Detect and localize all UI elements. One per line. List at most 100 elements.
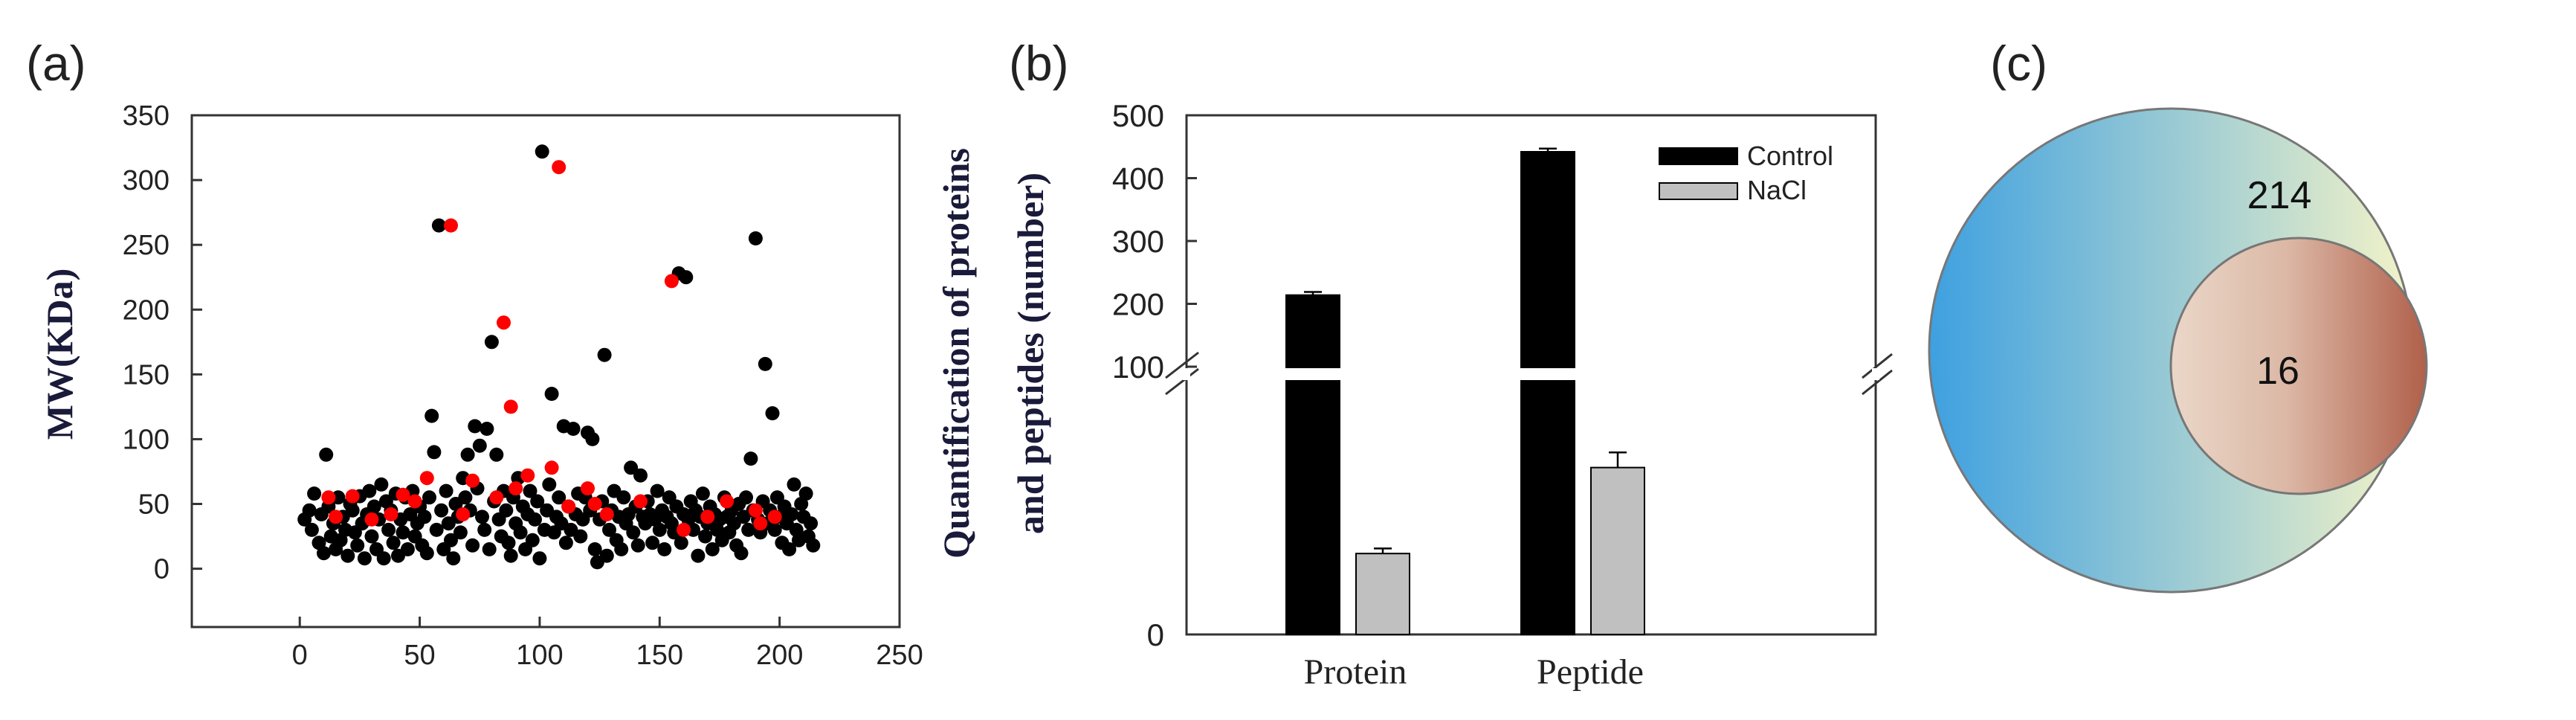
scatter-point-black xyxy=(532,551,547,566)
panel-b-bars xyxy=(1285,147,1645,636)
axis-break-mark-right-2 xyxy=(1862,369,1893,396)
panel-a-y-tick-label: 150 xyxy=(123,359,170,390)
scatter-point-black xyxy=(767,522,782,537)
scatter-point-black xyxy=(434,503,449,518)
scatter-point-black xyxy=(453,525,468,540)
scatter-point-black xyxy=(602,522,616,537)
axis-break-frame-gap-right xyxy=(1872,368,1879,380)
scatter-point-red xyxy=(561,499,576,514)
scatter-point-black xyxy=(381,522,396,537)
scatter-point-black xyxy=(739,490,753,505)
scatter-point-red xyxy=(364,512,379,527)
scatter-point-red xyxy=(748,503,763,518)
scatter-point-black xyxy=(566,422,581,436)
panel-a-y-tick-label: 200 xyxy=(123,295,170,326)
scatter-point-black xyxy=(429,522,444,537)
panel-c-label: (c) xyxy=(1990,36,2047,91)
scatter-point-black xyxy=(652,522,667,537)
scatter-point-black xyxy=(458,490,473,505)
scatter-point-black xyxy=(695,486,710,501)
category-label-protein: Protein xyxy=(1304,652,1407,692)
scatter-point-red xyxy=(520,468,535,483)
panel-b-y-tick-label: 400 xyxy=(1112,161,1164,196)
scatter-point-black xyxy=(357,551,372,566)
panel-b: (b) Quantification of proteins and pepti… xyxy=(935,36,2067,692)
scatter-point-red xyxy=(633,494,648,509)
bar-control-protein xyxy=(1285,294,1340,635)
scatter-point-black xyxy=(472,438,487,453)
panel-a-plot-frame xyxy=(190,114,901,629)
legend-label-control: Control xyxy=(1747,141,1833,171)
panel-c: (c) 214 16 xyxy=(1928,36,2428,594)
scatter-point-black xyxy=(374,477,389,492)
scatter-point-black xyxy=(679,270,694,285)
panel-a-y-tick-label: 350 xyxy=(123,100,170,132)
panel-a-black-points xyxy=(297,144,821,570)
scatter-point-red xyxy=(456,507,471,521)
scatter-point-black xyxy=(468,419,482,434)
scatter-point-black xyxy=(630,538,645,553)
scatter-point-black xyxy=(535,144,549,159)
scatter-point-black xyxy=(525,533,540,547)
panel-b-y-tick-label: 0 xyxy=(1147,617,1164,652)
scatter-point-red xyxy=(599,507,614,521)
legend-label-nacl: NaCl xyxy=(1747,175,1807,205)
scatter-point-black xyxy=(425,408,439,423)
panel-b-y-axis-label-line2: and peptides (number) xyxy=(1010,173,1051,534)
scatter-point-red xyxy=(321,490,336,505)
bar-nacl-protein xyxy=(1355,553,1410,636)
scatter-point-black xyxy=(319,447,334,462)
scatter-point-black xyxy=(475,510,489,524)
scatter-point-black xyxy=(482,542,497,556)
scatter-point-black xyxy=(804,516,819,531)
scatter-point-black xyxy=(798,486,813,501)
scatter-point-black xyxy=(650,483,665,498)
scatter-point-black xyxy=(446,551,461,566)
scatter-point-black xyxy=(528,512,542,527)
scatter-point-red xyxy=(767,510,782,524)
scatter-point-red xyxy=(753,516,768,531)
scatter-point-black xyxy=(417,510,432,524)
scatter-point-red xyxy=(720,494,735,509)
scatter-point-black xyxy=(480,422,494,436)
panel-b-legend: Control NaCl xyxy=(1659,141,1833,205)
scatter-point-black xyxy=(698,529,713,544)
scatter-point-black xyxy=(741,522,756,537)
panel-b-y-axis-label-line1: Quantification of proteins xyxy=(935,148,977,559)
scatter-point-black xyxy=(376,551,391,566)
scatter-point-black xyxy=(444,533,458,547)
scatter-point-red xyxy=(664,274,679,289)
scatter-point-black xyxy=(616,490,631,505)
panel-b-category-labels: Protein Peptide xyxy=(1304,652,1644,692)
scatter-point-red xyxy=(489,490,504,505)
panel-a-x-tick-label: 50 xyxy=(404,640,435,671)
bar-control-peptide xyxy=(1520,151,1575,635)
scatter-point-black xyxy=(573,529,588,544)
scatter-point-black xyxy=(340,548,355,563)
scatter-point-black xyxy=(304,522,319,537)
panel-a-x-ticks: 0 50 100 150 200 250 xyxy=(292,617,923,671)
panel-b-y-tick-label: 200 xyxy=(1112,287,1164,322)
scatter-point-black xyxy=(784,507,799,521)
panel-a-x-tick-label: 0 xyxy=(292,640,308,671)
scatter-point-red xyxy=(503,399,518,414)
legend-swatch-control xyxy=(1659,147,1738,165)
scatter-point-black xyxy=(489,447,504,462)
axis-break-mark-left-1 xyxy=(1165,351,1199,379)
scatter-point-red xyxy=(419,471,434,486)
scatter-point-black xyxy=(734,546,749,561)
scatter-point-black xyxy=(765,406,780,421)
panel-a-y-tick-label: 0 xyxy=(154,554,170,585)
panel-b-y-tick-label: 300 xyxy=(1112,224,1164,259)
scatter-point-red xyxy=(700,510,715,524)
panel-a-x-tick-label: 100 xyxy=(516,640,563,671)
scatter-point-red xyxy=(345,489,360,504)
venn-inner-circle xyxy=(2169,237,2428,495)
scatter-point-red xyxy=(552,160,566,175)
panel-a-y-tick-label: 250 xyxy=(123,230,170,261)
legend-swatch-nacl xyxy=(1659,182,1738,200)
scatter-point-black xyxy=(758,356,772,371)
scatter-point-black xyxy=(386,536,401,550)
scatter-point-black xyxy=(782,542,797,556)
